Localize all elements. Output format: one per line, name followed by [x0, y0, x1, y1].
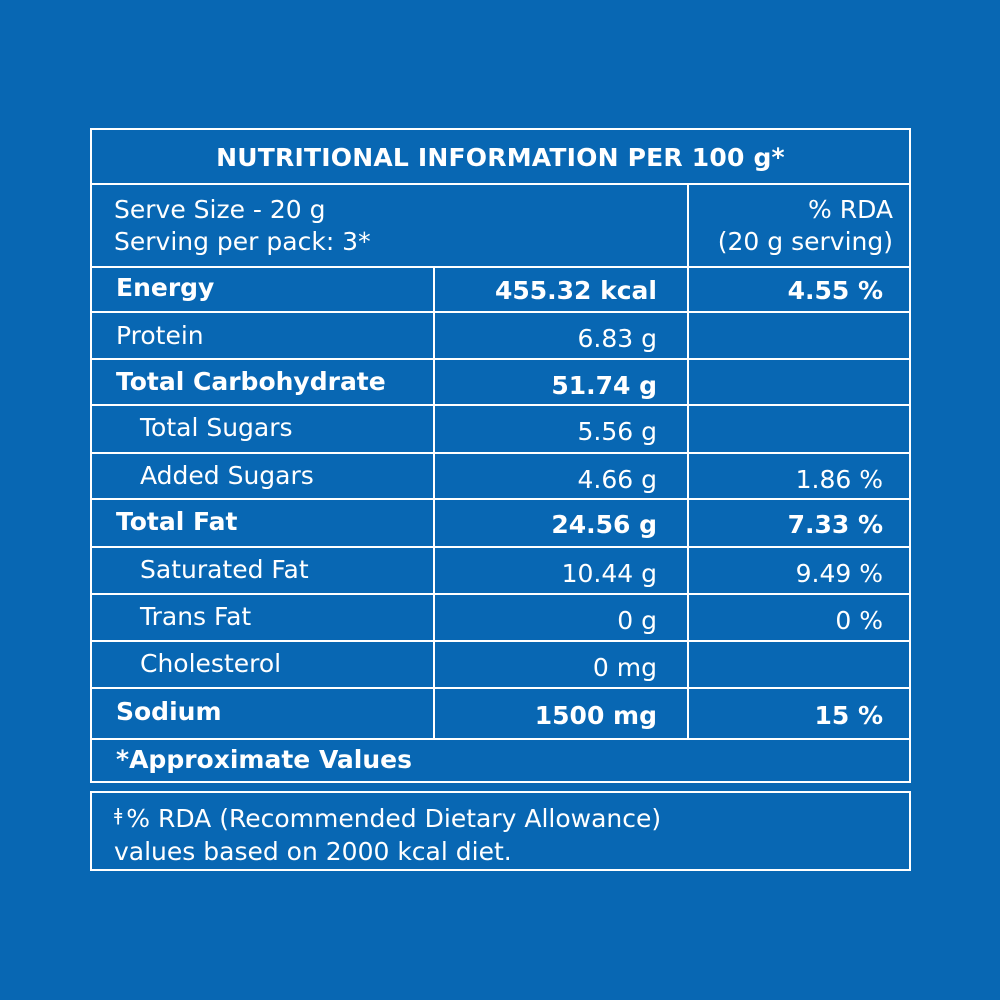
rda-heading-line2: (20 g serving) [717, 227, 893, 256]
footnote-text-1: % RDA (Recommended Dietary Allowance) [126, 804, 662, 833]
nutrient-rda: 7.33 % [787, 510, 883, 539]
nutrient-amount: 0 g [617, 606, 657, 635]
nutrient-amount: 51.74 g [551, 371, 657, 400]
table-row: Protein 6.83 g [92, 313, 909, 360]
table-title: NUTRITIONAL INFORMATION PER 100 g* [92, 130, 909, 185]
nutrient-rda: 15 % [814, 701, 883, 730]
nutrient-name: Saturated Fat [140, 555, 309, 584]
nutrient-amount: 24.56 g [551, 510, 657, 539]
nutrient-amount: 0 mg [592, 653, 657, 682]
nutrient-rda: 4.55 % [787, 276, 883, 305]
rda-heading: % RDA (20 g serving) [718, 194, 893, 258]
nutrient-amount: 10.44 g [561, 559, 657, 588]
nutrient-amount: 6.83 g [577, 324, 657, 353]
nutrient-rda: 1.86 % [795, 465, 883, 494]
footnote-line1: ǂ% RDA (Recommended Dietary Allowance) [114, 799, 909, 835]
serving-details: Serve Size - 20 g Serving per pack: 3* [114, 194, 371, 258]
footnote-mark: ǂ [114, 805, 123, 826]
nutrient-name: Energy [116, 273, 215, 302]
nutrient-amount: 455.32 kcal [494, 276, 657, 305]
nutrient-amount: 5.56 g [577, 417, 657, 446]
nutrient-amount: 1500 mg [534, 701, 657, 730]
approximate-values-note: *Approximate Values [116, 745, 412, 774]
table-row: Saturated Fat 10.44 g 9.49 % [92, 548, 909, 595]
table-row: Sodium 1500 mg 15 % [92, 689, 909, 740]
footnote-line2: values based on 2000 kcal diet. [114, 837, 512, 866]
nutrient-name: Sodium [116, 697, 222, 726]
rda-footnote: ǂ% RDA (Recommended Dietary Allowance) v… [90, 791, 911, 871]
table-row: Total Sugars 5.56 g [92, 406, 909, 454]
serving-info: Serve Size - 20 g Serving per pack: 3* %… [92, 183, 909, 268]
column-divider-rda [687, 183, 689, 740]
table-row: Added Sugars 4.66 g 1.86 % [92, 454, 909, 500]
nutrient-rda: 0 % [835, 606, 883, 635]
servings-per-pack: Serving per pack: 3* [114, 227, 371, 256]
table-row: Total Fat 24.56 g 7.33 % [92, 500, 909, 548]
rda-heading-line1: % RDA [808, 195, 893, 224]
nutrient-name: Protein [116, 321, 204, 350]
nutrient-name: Trans Fat [140, 602, 252, 631]
table-row: Energy 455.32 kcal 4.55 % [92, 266, 909, 313]
nutrient-name: Total Fat [116, 507, 238, 536]
nutrient-amount: 4.66 g [577, 465, 657, 494]
nutrient-name: Cholesterol [140, 649, 282, 678]
serve-size: Serve Size - 20 g [114, 195, 326, 224]
column-divider-amount [433, 266, 435, 740]
nutrient-rda: 9.49 % [795, 559, 883, 588]
nutrient-name: Total Sugars [140, 413, 293, 442]
table-row: Total Carbohydrate 51.74 g [92, 360, 909, 406]
nutrient-name: Total Carbohydrate [116, 367, 386, 396]
nutrition-table: NUTRITIONAL INFORMATION PER 100 g* Serve… [90, 128, 911, 783]
table-row: Cholesterol 0 mg [92, 642, 909, 689]
nutrient-name: Added Sugars [140, 461, 314, 490]
table-row: Trans Fat 0 g 0 % [92, 595, 909, 642]
